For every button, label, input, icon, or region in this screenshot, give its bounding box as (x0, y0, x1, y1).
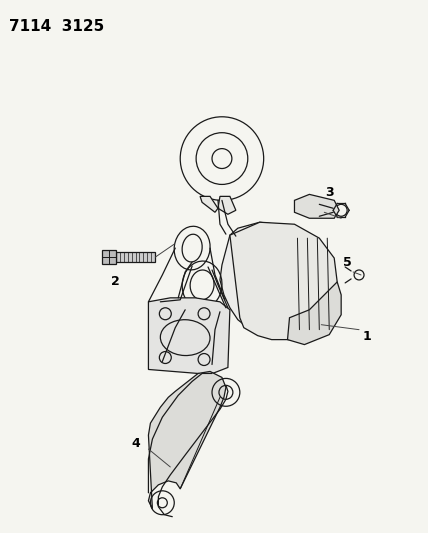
Polygon shape (200, 196, 218, 212)
Polygon shape (294, 195, 339, 218)
Polygon shape (220, 222, 321, 332)
Text: 3: 3 (325, 186, 333, 199)
Text: 4: 4 (131, 437, 140, 449)
Polygon shape (116, 252, 155, 262)
Text: 1: 1 (363, 330, 372, 343)
Text: 5: 5 (343, 255, 351, 269)
Polygon shape (102, 250, 116, 264)
Polygon shape (218, 196, 236, 214)
Text: 2: 2 (111, 276, 120, 288)
Text: 7114  3125: 7114 3125 (9, 19, 104, 34)
Polygon shape (288, 282, 341, 345)
Polygon shape (149, 372, 226, 508)
Polygon shape (230, 222, 337, 340)
Polygon shape (149, 298, 230, 375)
